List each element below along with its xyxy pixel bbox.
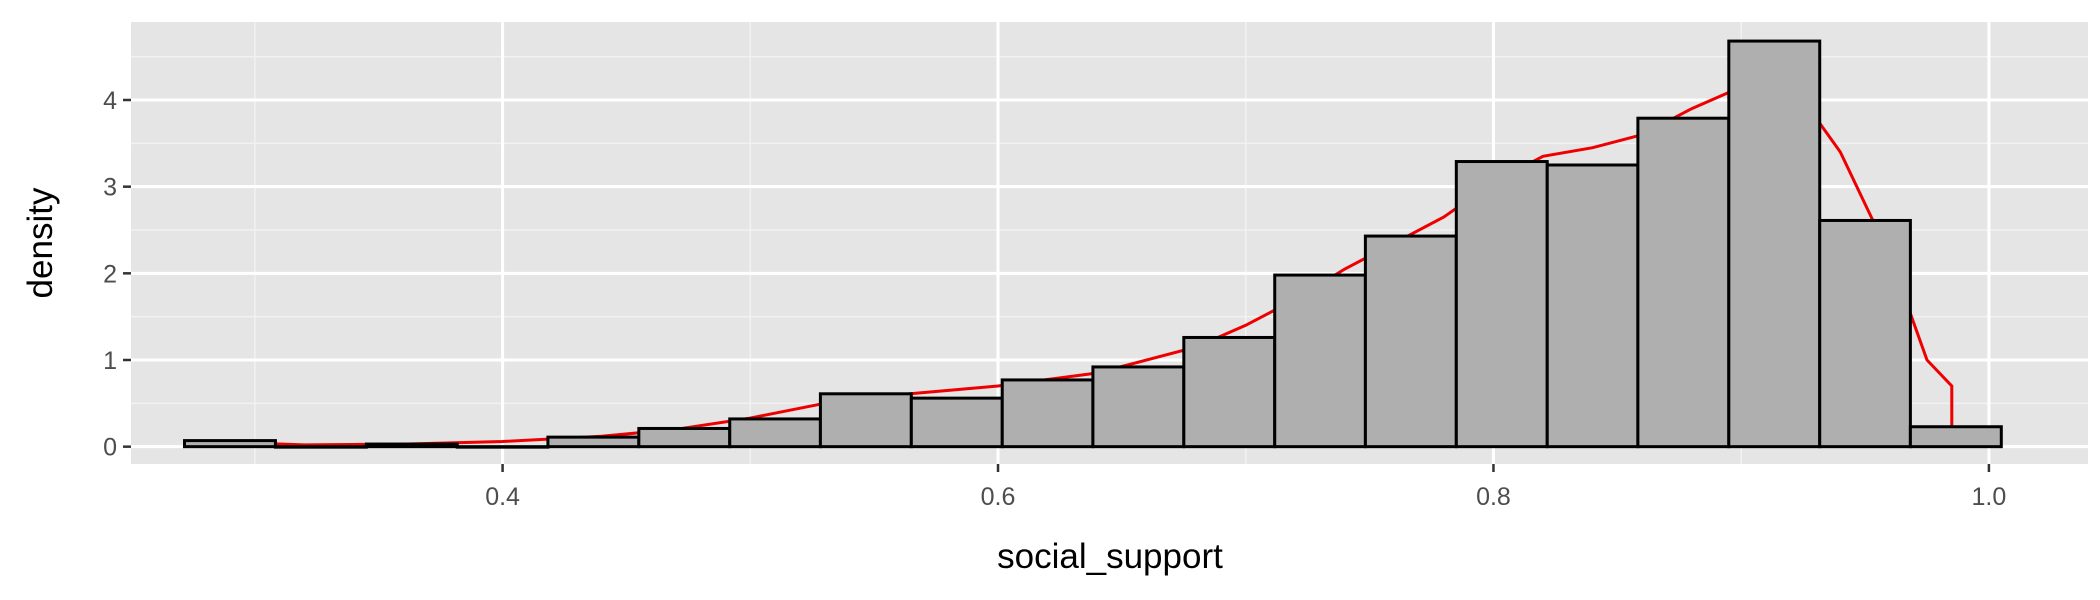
histogram-bar bbox=[1454, 160, 1549, 449]
histogram-bar bbox=[1908, 425, 2003, 449]
y-tick-label: 1 bbox=[103, 347, 117, 375]
x-tick-label: 0.4 bbox=[485, 483, 520, 511]
y-tick-label: 0 bbox=[103, 434, 117, 462]
histogram-bar bbox=[455, 445, 550, 449]
histogram-bar bbox=[1363, 234, 1458, 449]
x-tick-label: 1.0 bbox=[1972, 483, 2007, 511]
histogram-bars bbox=[183, 39, 2003, 449]
x-tick-label: 0.8 bbox=[1476, 483, 1511, 511]
histogram-bar bbox=[364, 442, 459, 449]
histogram-bar bbox=[637, 426, 732, 449]
histogram-bar bbox=[1182, 335, 1277, 449]
histogram-bar bbox=[1091, 365, 1186, 449]
histogram-bar bbox=[273, 445, 368, 449]
histogram-bar bbox=[728, 417, 822, 449]
x-tick-label: 0.6 bbox=[981, 483, 1016, 511]
histogram-bar bbox=[183, 439, 277, 449]
y-tick-label: 2 bbox=[103, 260, 117, 288]
x-axis-title: social_support bbox=[997, 537, 1223, 576]
histogram-bar bbox=[546, 435, 641, 449]
y-tick-label: 4 bbox=[103, 87, 117, 115]
histogram-bar bbox=[1000, 378, 1095, 449]
y-tick-label: 3 bbox=[103, 174, 117, 202]
histogram-bar bbox=[1273, 273, 1367, 449]
histogram-bar bbox=[1727, 39, 1822, 449]
histogram-bar bbox=[1818, 218, 1912, 449]
histogram-bar bbox=[1545, 163, 1640, 449]
x-axis: 0.4 0.6 0.8 1.0 bbox=[485, 464, 2006, 511]
y-axis-title: density bbox=[21, 187, 60, 298]
histogram-bar bbox=[1636, 116, 1731, 449]
histogram-bar bbox=[818, 392, 913, 449]
y-axis: 0 1 2 3 4 bbox=[103, 87, 131, 462]
histogram-bar bbox=[909, 396, 1004, 449]
